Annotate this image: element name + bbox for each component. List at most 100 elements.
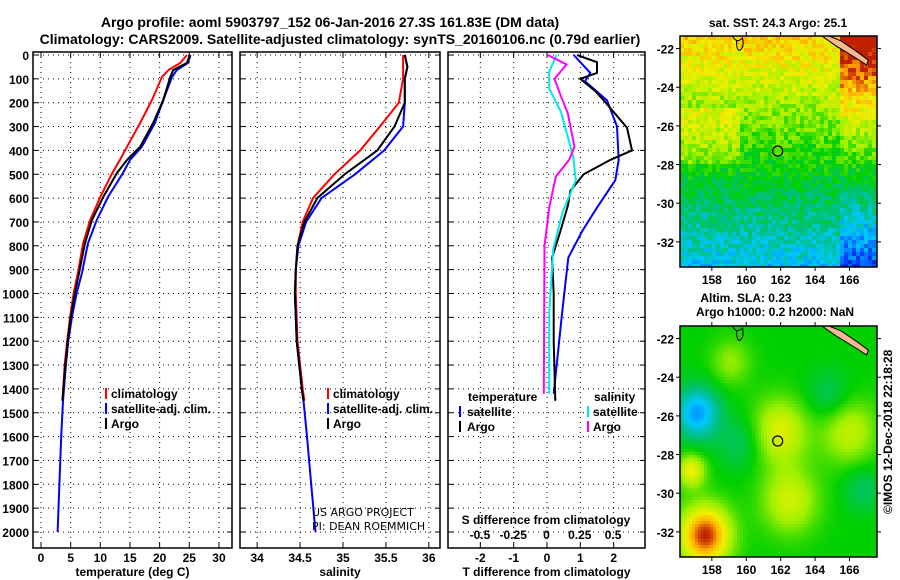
x-tick-label: 35 (336, 551, 350, 565)
panel-temperature: 0 5 10 15 20 25 30 temperature (deg C) climatolo… (32, 51, 233, 579)
land-new-caledonia (820, 325, 869, 356)
series-line-s-satellite (548, 54, 577, 394)
x2-tick-label: -0.5 (470, 528, 491, 542)
legend-label: Argo (467, 420, 495, 434)
x-tick-label: 10 (94, 551, 108, 565)
legend-swatch (327, 418, 329, 429)
legend-swatch (105, 388, 107, 399)
legend-label: satellite-adj. clim. (333, 402, 433, 416)
lon-tick-label: 162 (771, 563, 791, 577)
legend-swatch (105, 403, 107, 414)
depth-tick-label: 0 (22, 49, 29, 63)
lon-tick-label: 162 (771, 273, 791, 287)
map-title-sst: sat. SST: 24.3 Argo: 25.1 (709, 16, 848, 30)
lon-tick-label: 160 (736, 273, 756, 287)
credit-line1: US ARGO PROJECT (312, 506, 414, 519)
sst-map (680, 36, 877, 267)
lat-tick-label: -26 (657, 410, 675, 424)
series-line-t-satellite (552, 54, 620, 394)
sla-map (680, 326, 877, 557)
x2-tick-label: 0 (543, 528, 550, 542)
depth-tick-label: 200 (9, 97, 29, 111)
argo-position-marker (772, 435, 784, 447)
lat-tick-label: -28 (657, 159, 675, 173)
legend-label: Argo (111, 417, 139, 431)
depth-tick-label: 900 (9, 264, 29, 278)
legend-swatch (587, 406, 589, 417)
legend-label: Argo (333, 417, 361, 431)
x2-axis-label: S difference from climatology (462, 513, 631, 527)
argo-position-marker (772, 145, 784, 157)
series-line-argo (61, 54, 191, 401)
lat-tick-label: -24 (657, 81, 675, 95)
land-new-caledonia (820, 35, 869, 66)
lat-tick-label: -26 (657, 120, 675, 134)
plot-frame (239, 51, 441, 549)
legend-swatch (459, 421, 461, 432)
map-title-sla: Altim. SLA: 0.23 (700, 291, 792, 305)
x2-tick-label: -0.25 (500, 528, 528, 542)
x2-tick-label: 0.5 (605, 528, 622, 542)
depth-tick-label: 1500 (2, 407, 29, 421)
depth-tick-label: 500 (9, 168, 29, 182)
lon-tick-label: 160 (736, 563, 756, 577)
legend-swatch (327, 403, 329, 414)
credit: US ARGO PROJECT PI: DEAN ROEMMICH (312, 506, 425, 534)
reef-outline (732, 35, 744, 51)
lon-tick-label: 166 (839, 273, 859, 287)
lon-tick-label: 164 (805, 563, 825, 577)
x-tick-label: 5 (67, 551, 74, 565)
lat-tick-label: -30 (657, 487, 675, 501)
timestamp: ©IMOS 12-Dec-2018 22:18:28 (881, 349, 895, 514)
x-tick-label: 1 (577, 551, 584, 565)
legend-swatch (105, 418, 107, 429)
lon-tick-label: 164 (805, 273, 825, 287)
legend-label: satellite (593, 405, 638, 419)
x2-tick-label: 0.25 (568, 528, 592, 542)
depth-tick-label: 600 (9, 192, 29, 206)
title-line1: Argo profile: aoml 5903797_152 06-Jan-20… (101, 14, 559, 30)
depth-tick-label: 1400 (2, 383, 29, 397)
lat-tick-label: -32 (657, 236, 675, 250)
lat-tick-label: -24 (657, 371, 675, 385)
series-line-argo (293, 54, 409, 401)
map-panel-sla: 158 160 162 164 166 -22 -24 -26 -28 -30 -32 Altim. … (657, 291, 881, 577)
depth-tick-label: 1300 (2, 359, 29, 373)
depth-tick-label: 800 (9, 240, 29, 254)
legend-swatch (587, 421, 589, 432)
x-tick-label: 15 (123, 551, 137, 565)
lat-tick-label: -30 (657, 197, 675, 211)
x-tick-label: 36 (422, 551, 436, 565)
legend-label: Argo (593, 420, 621, 434)
x-tick-label: 30 (212, 551, 226, 565)
panel-difference: -2 -1 0 1 2T difference from climatology temp… (447, 51, 646, 579)
x-tick-label: 25 (183, 551, 197, 565)
depth-tick-label: 1900 (2, 502, 29, 516)
lat-tick-label: -22 (657, 333, 675, 347)
x-tick-label: 0 (544, 551, 551, 565)
credit-line2: PI: DEAN ROEMMICH (312, 520, 426, 533)
legend-label: satellite-adj. clim. (111, 402, 211, 416)
depth-tick-label: 400 (9, 144, 29, 158)
x-tick-label: 35.5 (374, 551, 398, 565)
lon-tick-label: 158 (702, 563, 722, 577)
legend-label: satellite (467, 405, 512, 419)
x-axis-label: temperature (deg C) (75, 565, 189, 579)
reef-outline (732, 325, 744, 341)
depth-tick-label: 1200 (2, 335, 29, 349)
legend-label: climatology (111, 387, 178, 401)
series-line-s-argo (542, 54, 576, 394)
lon-tick-label: 158 (702, 273, 722, 287)
x-tick-label: 20 (153, 551, 167, 565)
title-line2: Climatology: CARS2009. Satellite-adjuste… (40, 31, 641, 47)
depth-tick-label: 700 (9, 216, 29, 230)
plot-frame (447, 51, 646, 549)
depth-tick-label: 1800 (2, 478, 29, 492)
depth-tick-label: 1000 (2, 288, 29, 302)
map-frame (679, 325, 878, 558)
x-tick-label: 0 (38, 551, 45, 565)
map-title-argo-height: Argo h1000: 0.2 h2000: NaN (696, 305, 854, 319)
